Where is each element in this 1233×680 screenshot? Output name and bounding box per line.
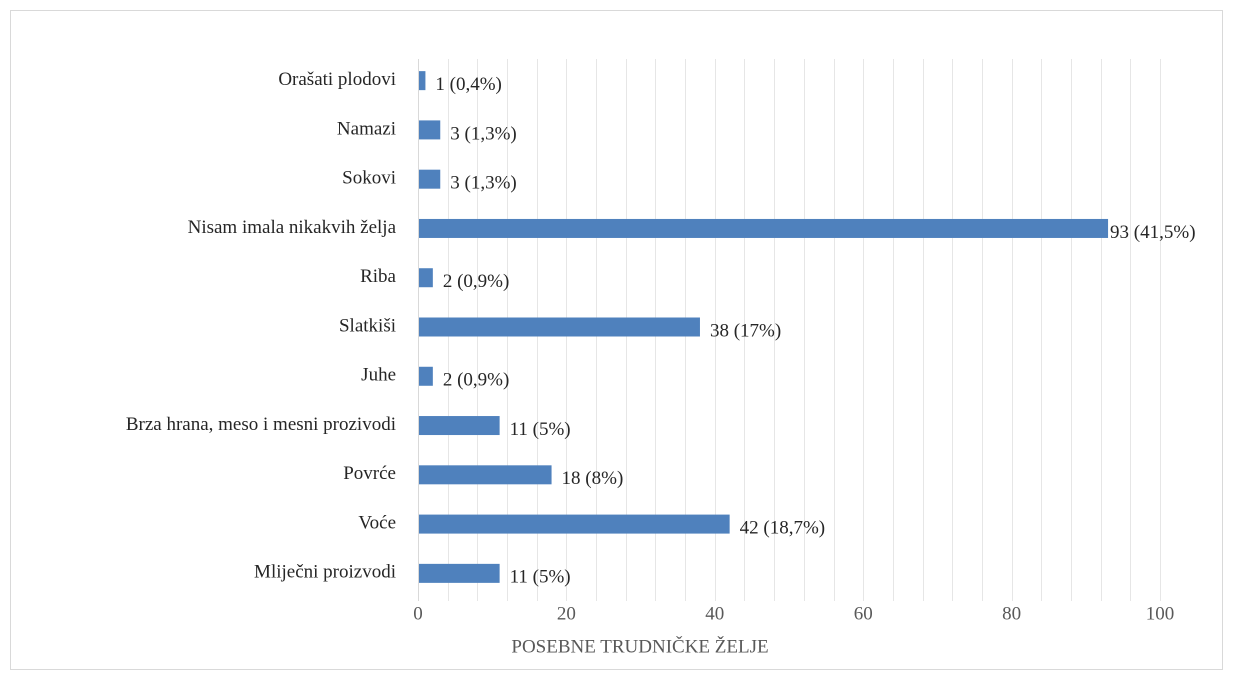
data-label: 3 (1,3%) bbox=[450, 173, 516, 194]
data-label: 42 (18,7%) bbox=[740, 517, 825, 538]
x-tick-label: 100 bbox=[1146, 603, 1175, 624]
data-label: 3 (1,3%) bbox=[450, 123, 516, 144]
data-label: 2 (0,9%) bbox=[443, 370, 509, 391]
bar bbox=[418, 514, 730, 534]
bars bbox=[418, 71, 1109, 583]
y-tick-label: Voće bbox=[358, 512, 396, 533]
x-tick-label: 40 bbox=[705, 603, 724, 624]
y-tick-label: Juhe bbox=[361, 365, 396, 386]
data-label: 1 (0,4%) bbox=[435, 74, 501, 95]
y-tick-label: Nisam imala nikakvih želja bbox=[188, 217, 397, 238]
y-tick-label: Povrće bbox=[343, 463, 396, 484]
bar bbox=[418, 120, 441, 140]
data-label: 93 (41,5%) bbox=[1110, 222, 1195, 243]
bar bbox=[418, 218, 1109, 238]
data-label: 38 (17%) bbox=[710, 320, 781, 341]
bar bbox=[418, 71, 426, 91]
y-tick-label: Sokovi bbox=[342, 168, 396, 189]
bar bbox=[418, 416, 500, 436]
y-tick-label: Namazi bbox=[337, 118, 396, 139]
x-axis-title: POSEBNE TRUDNIČKE ŽELJE bbox=[511, 635, 768, 657]
y-tick-label: Mliječni proizvodi bbox=[254, 562, 396, 583]
y-tick-label: Orašati plodovi bbox=[278, 69, 396, 90]
grid bbox=[418, 59, 1161, 601]
bar bbox=[418, 169, 441, 189]
data-label: 2 (0,9%) bbox=[443, 271, 509, 292]
data-label: 11 (5%) bbox=[510, 419, 571, 440]
y-tick-label: Slatkiši bbox=[339, 315, 396, 336]
bar bbox=[418, 317, 700, 337]
bar bbox=[418, 563, 500, 583]
x-tick-label: 20 bbox=[557, 603, 576, 624]
x-tick-label: 60 bbox=[854, 603, 873, 624]
data-label: 18 (8%) bbox=[562, 468, 624, 489]
chart-border bbox=[10, 10, 1223, 670]
x-tick-label: 80 bbox=[1002, 603, 1021, 624]
bar bbox=[418, 465, 552, 485]
data-label: 11 (5%) bbox=[510, 567, 571, 588]
y-tick-label: Brza hrana, meso i mesni prozivodi bbox=[126, 414, 396, 435]
bar bbox=[418, 268, 433, 288]
x-tick-label: 0 bbox=[413, 603, 423, 624]
y-tick-label: Riba bbox=[360, 266, 396, 287]
bar bbox=[418, 366, 433, 386]
